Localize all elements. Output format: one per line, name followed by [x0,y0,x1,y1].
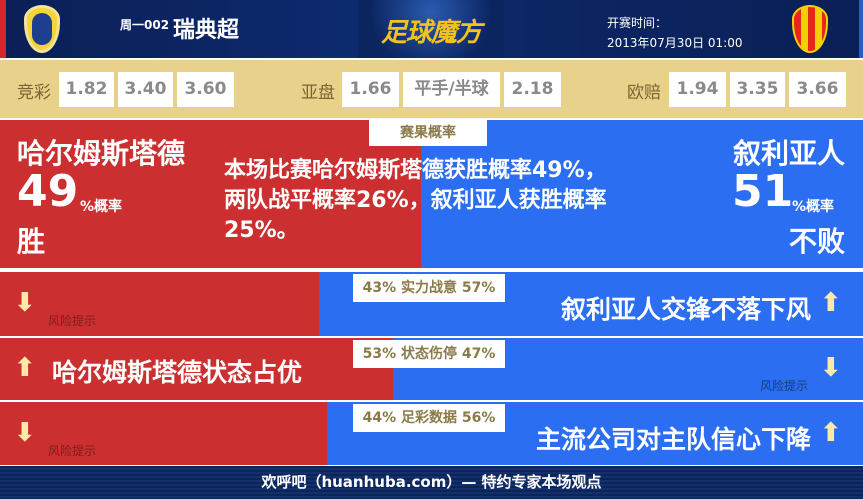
away-pct: 51 [732,166,794,217]
arrow-down-icon: ⬇ [14,417,36,448]
arrow-down-icon: ⬇ [14,288,36,318]
start-time: 2013年07月30日 01:00 [607,36,743,50]
jingcai-odd: 1.82 [59,72,114,107]
result-summary: 本场比赛哈尔姆斯塔德获胜概率49%，两队战平概率26%，叙利亚人获胜概率25%。 [224,158,607,243]
jingcai-label: 竞彩 [17,83,51,103]
home-share-bar [0,272,319,336]
factor-row: 53% 状态伤停 47% ⬆ ⬇ 哈尔姆斯塔德状态占优 风险提示 [0,338,863,400]
oupei-odd: 3.35 [730,72,785,107]
away-factor-text: 叙利亚人交锋不落下风 [560,295,811,324]
brand-logo: 足球魔方 [380,18,482,48]
risk-hint: 风险提示 [48,314,97,328]
home-share-bar [0,120,421,268]
jingcai-odd: 3.40 [118,72,173,107]
arrow-up-icon: ⬆ [14,353,36,383]
factor-row: 43% 实力战意 57% ⬇ ⬆ 叙利亚人交锋不落下风 风险提示 [0,272,863,336]
result-panel: 赛果概率 哈尔姆斯塔德 49 %概率 胜 本场比赛哈尔姆斯塔德获胜概率49%，两… [0,120,863,268]
oupei-odd: 1.94 [669,72,726,107]
factor-label: 43% 实力战意 57% [353,274,505,302]
factor-row: 44% 足彩数据 56% ⬇ ⬆ 主流公司对主队信心下降 风险提示 [0,402,863,465]
brand-panel [358,0,504,58]
oupei-label: 欧赔 [627,83,661,103]
away-pct-suffix: %概率 [792,199,835,215]
league-name: 瑞典超 [173,18,240,43]
away-team-crest [792,5,828,53]
arrow-up-icon: ⬆ [820,417,842,448]
jingcai-odd: 3.60 [177,72,234,107]
odds-bar: 竞彩 1.82 3.40 3.60 亚盘 1.66 平手/半球 2.18 欧赔 … [0,60,863,118]
yapan-handicap: 平手/半球 [403,72,500,107]
risk-hint: 风险提示 [759,379,808,393]
home-factor-text: 哈尔姆斯塔德状态占优 [52,358,303,387]
yapan-label: 亚盘 [301,83,335,103]
footer: 欢呼吧（huanhuba.com）— 特约专家本场观点 [0,466,863,499]
yapan-odd: 2.18 [504,72,561,107]
risk-hint: 风险提示 [48,443,97,458]
home-team-name: 哈尔姆斯塔德 [17,137,186,170]
arrow-down-icon: ⬇ [820,353,842,383]
home-pct: 49 [17,166,79,217]
match-number: 周一002 [120,18,170,32]
away-outcome: 不败 [788,225,845,258]
away-team-name: 叙利亚人 [732,137,845,170]
away-factor-text: 主流公司对主队信心下降 [535,424,811,454]
result-tab: 赛果概率 [369,120,487,146]
home-pct-suffix: %概率 [80,199,123,215]
home-share-bar [0,338,393,400]
factor-label: 44% 足彩数据 56% [353,404,505,432]
home-team-crest [24,5,60,53]
start-label: 开赛时间： [607,16,668,30]
oupei-odd: 3.66 [789,72,846,107]
yapan-odd: 1.66 [342,72,399,107]
home-share-bar [0,402,327,465]
arrow-up-icon: ⬆ [820,288,842,318]
home-outcome: 胜 [17,225,46,258]
factor-label: 53% 状态伤停 47% [353,340,505,368]
